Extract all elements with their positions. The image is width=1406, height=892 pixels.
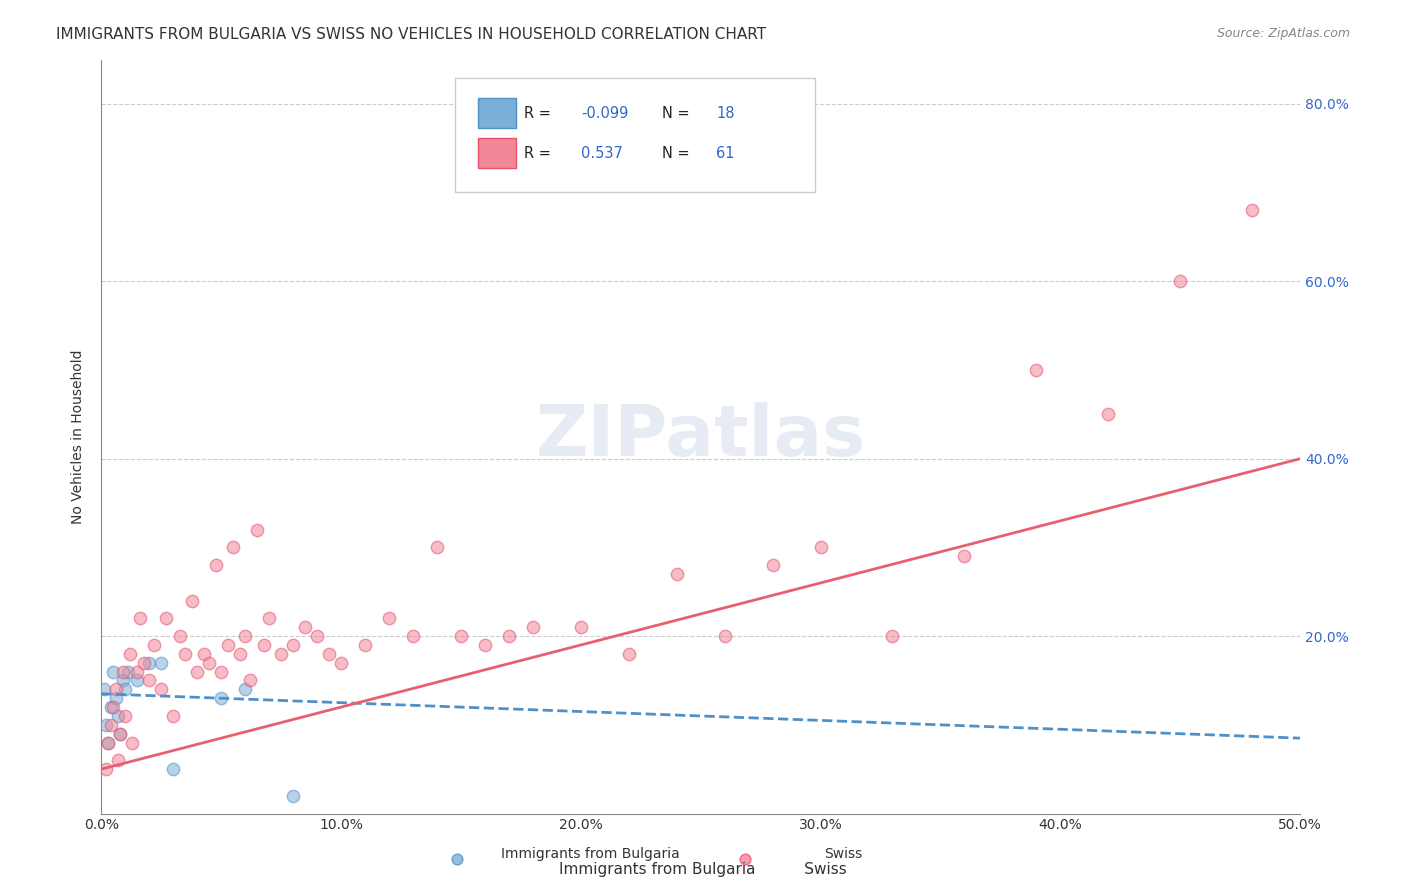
- Point: [117, 665, 139, 679]
- Point: [162, 762, 184, 776]
- Point: [114, 709, 136, 723]
- Point: [118, 647, 141, 661]
- Point: [107, 709, 129, 723]
- Point: [734, 851, 756, 865]
- Point: [138, 673, 160, 688]
- Text: Swiss: Swiss: [824, 847, 863, 861]
- Point: [522, 620, 544, 634]
- Point: [150, 656, 173, 670]
- Point: [111, 673, 134, 688]
- Point: [378, 611, 401, 625]
- Point: [569, 620, 592, 634]
- Point: [110, 727, 132, 741]
- Point: [1241, 203, 1264, 218]
- Text: Immigrants from Bulgaria: Immigrants from Bulgaria: [501, 847, 681, 861]
- Point: [134, 656, 156, 670]
- Point: [93, 682, 115, 697]
- Point: [617, 647, 640, 661]
- Point: [155, 611, 177, 625]
- Point: [94, 762, 117, 776]
- Text: ZIPatlas: ZIPatlas: [536, 402, 866, 471]
- Point: [100, 718, 122, 732]
- Point: [229, 647, 252, 661]
- Text: 0.537: 0.537: [581, 145, 623, 161]
- Point: [127, 673, 149, 688]
- Point: [193, 647, 215, 661]
- Point: [107, 753, 129, 767]
- Point: [94, 718, 117, 732]
- Point: [318, 647, 340, 661]
- Point: [198, 656, 221, 670]
- Point: [174, 647, 197, 661]
- Point: [103, 700, 125, 714]
- Point: [110, 727, 132, 741]
- Text: R =: R =: [524, 145, 555, 161]
- Point: [1097, 408, 1119, 422]
- Point: [294, 620, 316, 634]
- Point: [253, 638, 276, 652]
- Text: IMMIGRANTS FROM BULGARIA VS SWISS NO VEHICLES IN HOUSEHOLD CORRELATION CHART: IMMIGRANTS FROM BULGARIA VS SWISS NO VEH…: [56, 27, 766, 42]
- Point: [446, 851, 468, 865]
- Text: 61: 61: [716, 145, 735, 161]
- Point: [233, 682, 256, 697]
- Point: [162, 709, 184, 723]
- Text: N =: N =: [662, 105, 695, 120]
- Point: [121, 735, 143, 749]
- Point: [233, 629, 256, 643]
- Point: [103, 665, 125, 679]
- Text: 18: 18: [716, 105, 735, 120]
- Point: [1025, 363, 1047, 377]
- Text: R =: R =: [524, 105, 555, 120]
- Point: [186, 665, 208, 679]
- Point: [1168, 274, 1191, 288]
- Point: [882, 629, 904, 643]
- Point: [138, 656, 160, 670]
- Point: [104, 691, 127, 706]
- Point: [402, 629, 425, 643]
- Y-axis label: No Vehicles in Household: No Vehicles in Household: [72, 350, 86, 524]
- Point: [104, 682, 127, 697]
- Point: [239, 673, 262, 688]
- Point: [354, 638, 377, 652]
- Point: [100, 700, 122, 714]
- Point: [713, 629, 735, 643]
- Point: [222, 541, 245, 555]
- FancyBboxPatch shape: [478, 98, 516, 128]
- Point: [498, 629, 520, 643]
- Point: [181, 593, 204, 607]
- Point: [209, 665, 232, 679]
- Point: [150, 682, 173, 697]
- Point: [665, 567, 688, 582]
- Point: [246, 523, 269, 537]
- Point: [953, 549, 976, 564]
- Point: [114, 682, 136, 697]
- Point: [426, 541, 449, 555]
- Text: N =: N =: [662, 145, 695, 161]
- Point: [205, 558, 228, 573]
- Point: [97, 735, 120, 749]
- Text: Immigrants from Bulgaria          Swiss: Immigrants from Bulgaria Swiss: [560, 863, 846, 877]
- Text: Source: ZipAtlas.com: Source: ZipAtlas.com: [1216, 27, 1350, 40]
- Point: [143, 638, 166, 652]
- Point: [128, 611, 150, 625]
- Point: [281, 638, 304, 652]
- Point: [474, 638, 496, 652]
- Point: [810, 541, 832, 555]
- Point: [305, 629, 328, 643]
- Point: [209, 691, 232, 706]
- FancyBboxPatch shape: [478, 138, 516, 169]
- Point: [330, 656, 353, 670]
- Point: [111, 665, 134, 679]
- Point: [281, 789, 304, 803]
- Point: [97, 735, 120, 749]
- Text: -0.099: -0.099: [581, 105, 628, 120]
- FancyBboxPatch shape: [456, 78, 814, 192]
- Point: [761, 558, 783, 573]
- Point: [270, 647, 292, 661]
- Point: [257, 611, 280, 625]
- Point: [169, 629, 191, 643]
- Point: [450, 629, 472, 643]
- Point: [127, 665, 149, 679]
- Point: [217, 638, 239, 652]
